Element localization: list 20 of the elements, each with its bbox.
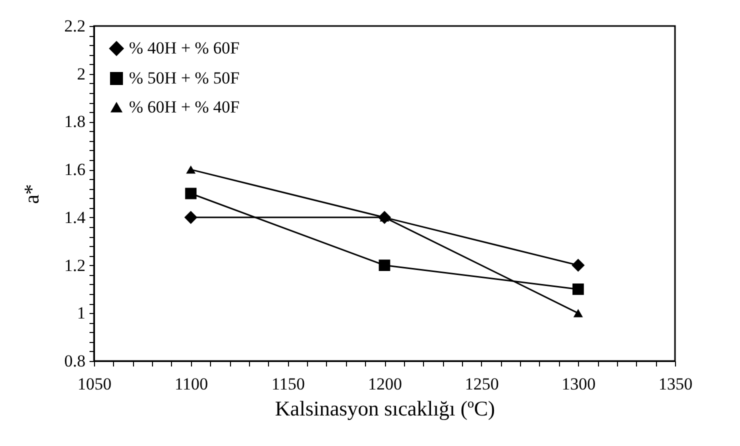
legend-label: % 60H + % 40F	[129, 98, 240, 116]
x-tick-label: 1300	[562, 374, 596, 394]
y-tick-label: 1.6	[64, 160, 86, 180]
y-tick-label: 1.4	[64, 208, 86, 227]
x-tick-label: 1100	[174, 374, 208, 394]
x-tick-label: 1250	[464, 374, 499, 394]
y-tick-label: 1	[77, 304, 86, 323]
y-tick-label: 1.2	[64, 256, 86, 275]
y-axis-title: a*	[19, 184, 44, 204]
y-tick-label: 1.8	[64, 112, 86, 132]
legend-label: % 50H + % 50F	[129, 68, 240, 88]
x-axis-title: Kalsinasyon sıcaklığı (ºC)	[275, 396, 495, 420]
x-tick-label: 1050	[78, 374, 112, 394]
y-tick-label: 2.2	[64, 16, 86, 36]
y-tick-label: 0.8	[64, 352, 86, 370]
y-tick-label: 2	[77, 64, 86, 84]
x-tick-label: 1150	[271, 374, 305, 394]
x-tick-label: 1200	[368, 374, 402, 394]
legend-label: % 40H + % 60F	[129, 38, 240, 58]
x-tick-label: 1350	[658, 374, 692, 394]
